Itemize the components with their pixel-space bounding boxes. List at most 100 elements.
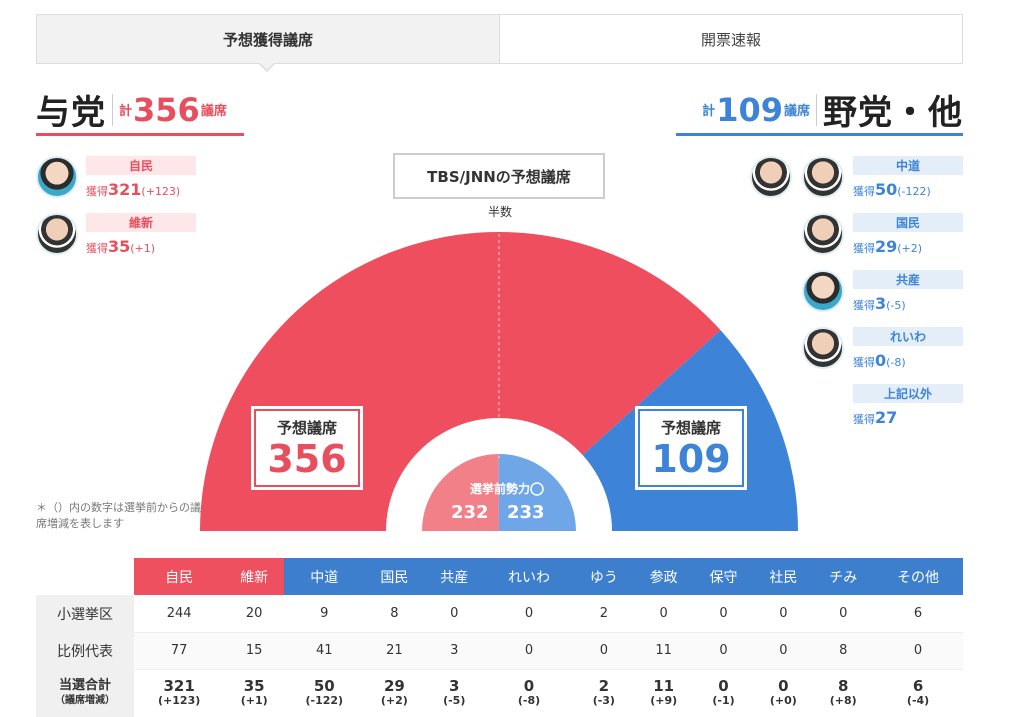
- results-table: 自民 維新 中道 国民 共産 れいわ ゆう 参政 保守 社民 チみ その他 小選挙区 244 20 9 8 0 0…: [36, 558, 963, 717]
- pre-election-ruling: 232: [451, 502, 489, 523]
- table-cell: 6 (-4): [873, 669, 963, 717]
- table-cell: 0: [693, 595, 754, 633]
- party-entry-jimin[interactable]: 自民 獲得321(+123): [36, 156, 198, 204]
- party-label: 共産: [853, 270, 963, 289]
- table-cell: 0: [573, 632, 634, 670]
- party-gain: 獲得321(+123): [86, 180, 181, 199]
- avatar: [802, 213, 844, 255]
- footnote: ＊（）内の数字は選挙前からの議席増減を表します: [36, 501, 201, 530]
- opposition-header: 計 109 議席 野党・他: [676, 86, 963, 136]
- ruling-unit: 議席: [200, 104, 227, 119]
- column-header: 国民: [364, 558, 425, 595]
- table-cell: 0: [424, 595, 485, 633]
- party-entry-chudo[interactable]: 中道 獲得50(-122): [750, 156, 963, 204]
- header-divider: [816, 93, 817, 126]
- party-label: 自民: [86, 156, 196, 175]
- table-cell: 0: [873, 632, 963, 670]
- header-blank: [36, 558, 134, 595]
- table-cell: 15: [224, 632, 285, 670]
- table-cell: 35 (+1): [224, 669, 285, 717]
- table-cell: 9: [284, 595, 365, 633]
- help-icon[interactable]: [530, 482, 544, 496]
- table-cell: 0: [633, 595, 694, 633]
- tab-forecast-seats[interactable]: 予想獲得議席: [37, 15, 499, 63]
- party-entry-kokumin[interactable]: 国民 獲得29(+2): [802, 213, 963, 261]
- table-cell: 8: [813, 632, 874, 670]
- party-gain: 獲得27: [853, 408, 898, 427]
- table-cell: 0 (+0): [753, 669, 814, 717]
- avatar: [750, 156, 792, 198]
- table-cell: 0: [813, 595, 874, 633]
- seat-box-title: 予想議席: [660, 418, 721, 437]
- table-row: 比例代表 77 15 41 21 3 0 0 11 0 0 8 0: [36, 632, 963, 670]
- table-cell: 2 (-3): [573, 669, 634, 717]
- pre-election-opposition-arc: [498, 454, 576, 531]
- row-header: 小選挙区: [36, 595, 134, 632]
- table-cell: 0: [753, 595, 814, 633]
- seat-box-title: 予想議席: [276, 418, 337, 437]
- table-cell: 11: [633, 632, 694, 670]
- table-cell: 77: [134, 632, 225, 670]
- column-header: 維新: [224, 558, 285, 595]
- table-cell: 50 (-122): [284, 669, 365, 717]
- column-header: 共産: [424, 558, 485, 595]
- party-gain: 獲得3(-5): [853, 294, 906, 313]
- avatar: [802, 156, 844, 198]
- party-label: 中道: [853, 156, 963, 175]
- column-header: れいわ: [484, 558, 574, 595]
- table-cell: 2: [573, 595, 634, 633]
- table-cell: 3: [424, 632, 485, 670]
- table-cell: 8: [364, 595, 425, 633]
- party-label: れいわ: [853, 327, 963, 346]
- ruling-coalition-header: 与党 計 356 議席: [36, 86, 244, 136]
- table-cell: 0: [484, 632, 574, 670]
- party-gain: 獲得35(+1): [86, 237, 156, 256]
- chart-title: TBS/JNNの予想議席: [393, 153, 605, 199]
- avatar: [802, 270, 844, 312]
- party-gain: 獲得50(-122): [853, 180, 931, 199]
- table-cell: 3 (-5): [424, 669, 485, 717]
- active-tab-caret: [258, 62, 276, 72]
- column-header: 中道: [284, 558, 365, 595]
- party-entry-others[interactable]: 上記以外 獲得27: [802, 384, 963, 432]
- row-header: 当選合計 （議席増減）: [36, 669, 134, 717]
- party-label: 維新: [86, 213, 196, 232]
- pre-election-opposition: 233: [507, 502, 545, 523]
- column-header: チみ: [813, 558, 874, 595]
- table-cell: 11 (+9): [633, 669, 694, 717]
- half-label: 半数: [487, 205, 512, 219]
- party-gain: 獲得0(-8): [853, 351, 906, 370]
- ruling-kei: 計: [119, 104, 133, 119]
- table-cell: 0: [753, 632, 814, 670]
- party-gain: 獲得29(+2): [853, 237, 923, 256]
- party-label: 上記以外: [853, 384, 963, 403]
- party-entry-kyosan[interactable]: 共産 獲得3(-5): [802, 270, 963, 318]
- seat-box-number: 109: [651, 436, 731, 481]
- party-entry-reiwa[interactable]: れいわ 獲得0(-8): [802, 327, 963, 375]
- column-header: 保守: [693, 558, 754, 595]
- table-cell: 321 (+123): [134, 669, 225, 717]
- seat-box-number: 356: [267, 436, 347, 481]
- opposition-total: 109: [716, 90, 783, 129]
- ruling-total: 356: [133, 90, 200, 129]
- opposition-seat-box: 予想議席 109: [635, 406, 747, 490]
- table-cell: 6: [873, 595, 963, 633]
- ruling-seat-box: 予想議席 356: [251, 406, 363, 490]
- avatar: [36, 213, 78, 255]
- column-header: ゆう: [573, 558, 634, 595]
- tab-bar: 予想獲得議席 開票速報: [36, 14, 963, 64]
- table-cell: 0: [693, 632, 754, 670]
- table-row-total: 当選合計 （議席増減） 321 (+123) 35 (+1) 50 (-122) 29 (+2) 3…: [36, 669, 963, 717]
- pre-election-label: 選挙前勢力: [469, 482, 530, 496]
- party-entry-ishin[interactable]: 維新 獲得35(+1): [36, 213, 198, 261]
- table-cell: 0 (-8): [484, 669, 574, 717]
- pre-election-ruling-arc: [422, 454, 499, 531]
- column-header: 参政: [633, 558, 694, 595]
- table-cell: 0 (-1): [693, 669, 754, 717]
- table-cell: 41: [284, 632, 365, 670]
- table-cell: 29 (+2): [364, 669, 425, 717]
- column-header: その他: [873, 558, 963, 595]
- tab-counting-results[interactable]: 開票速報: [499, 15, 962, 63]
- table-cell: 20: [224, 595, 285, 633]
- avatar: [802, 327, 844, 369]
